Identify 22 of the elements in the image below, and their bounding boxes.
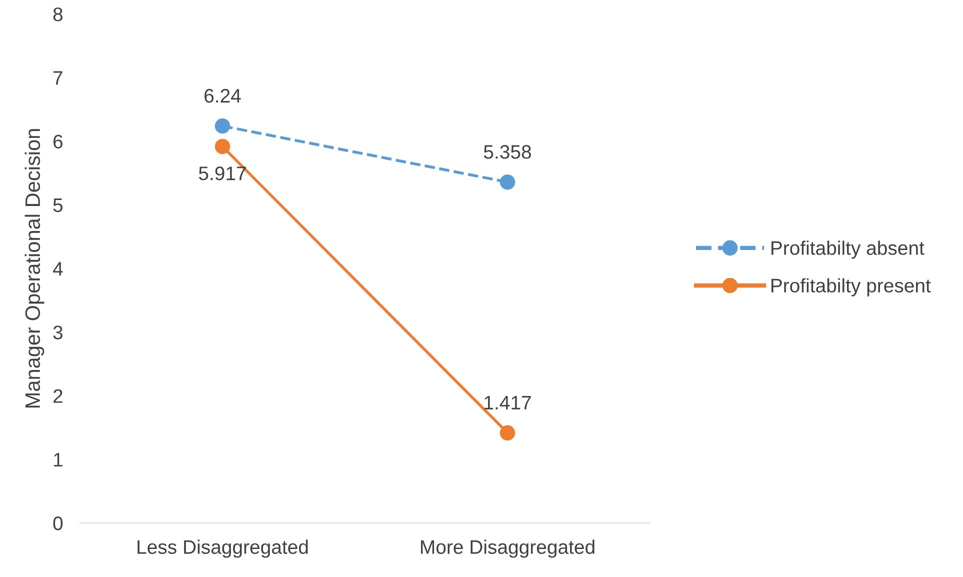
y-tick-label: 0 [53, 516, 63, 530]
legend-label: Profitabilty present [771, 278, 931, 296]
y-tick-label: 1 [54, 453, 62, 466]
y-tick-label: 4 [52, 262, 63, 276]
legend-label: Profitabilty absent [771, 240, 924, 259]
data-label: 5.358 [484, 145, 531, 159]
point [214, 118, 230, 134]
y-tick-label: 7 [54, 71, 62, 85]
x-tick-label: Less Disaggregated [138, 540, 308, 558]
point [500, 425, 516, 440]
y-tick-label: 3 [53, 326, 62, 340]
data-label: 1.417 [484, 396, 531, 410]
y-tick-label: 2 [54, 389, 62, 403]
data-label: 5.917 [198, 166, 246, 180]
y-axis-title: Manager Operational Decision [24, 129, 44, 408]
point [214, 138, 230, 154]
x-tick-label: More Disaggregated [421, 540, 594, 558]
y-tick-label: 5 [53, 198, 63, 212]
y-tick-label: 8 [53, 7, 62, 22]
y-tick-label: 6 [54, 134, 62, 148]
point [500, 174, 516, 190]
data-label: 6.24 [204, 88, 241, 103]
